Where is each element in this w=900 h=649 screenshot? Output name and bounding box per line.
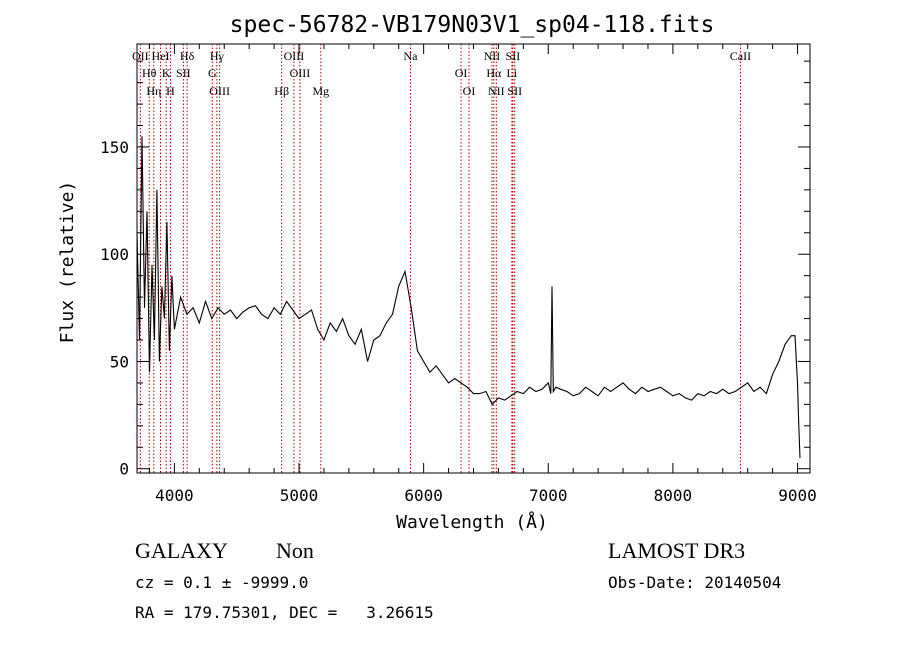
obs-date: Obs-Date: 20140504 bbox=[608, 573, 782, 592]
x-tick-label: 7000 bbox=[529, 486, 568, 505]
line-label: H bbox=[166, 84, 175, 98]
y-tick-label: 100 bbox=[100, 245, 129, 264]
line-label: Hη bbox=[146, 84, 161, 98]
y-tick-label: 0 bbox=[119, 460, 129, 479]
x-tick-label: 9000 bbox=[778, 486, 817, 505]
line-label: Hθ bbox=[142, 66, 157, 80]
line-label: OI bbox=[463, 84, 476, 98]
line-label: OIII bbox=[290, 66, 311, 80]
y-axis: 0 50 100 150 bbox=[100, 60, 810, 479]
line-label: SII bbox=[507, 84, 522, 98]
line-label: SII bbox=[506, 49, 521, 63]
line-label: OII bbox=[132, 49, 149, 63]
y-axis-label: Flux (relative) bbox=[57, 181, 78, 344]
line-label: Hδ bbox=[180, 49, 195, 63]
y-tick-label: 50 bbox=[110, 352, 129, 371]
line-label: OIII bbox=[284, 49, 305, 63]
line-label: Li bbox=[507, 66, 518, 80]
plot-frame bbox=[136, 43, 811, 474]
x-tick-label: 8000 bbox=[654, 486, 693, 505]
spectral-line-labels: OIIHθHηHeIKHHδSIIOIIIHγGHβOIIIOIIIMgNaOI… bbox=[132, 49, 751, 98]
line-label: Na bbox=[403, 49, 418, 63]
line-label: SII bbox=[176, 66, 191, 80]
line-label: G bbox=[208, 66, 217, 80]
line-label: OIII bbox=[209, 84, 230, 98]
line-label: K bbox=[162, 66, 171, 80]
line-label: Hγ bbox=[210, 49, 225, 63]
spectral-line-markers bbox=[139, 44, 741, 473]
line-label: Hβ bbox=[274, 84, 289, 98]
line-label: Hα bbox=[486, 66, 502, 80]
chart-title: spec-56782-VB179N03V1_sp04-118.fits bbox=[230, 12, 715, 38]
line-label: OI bbox=[455, 66, 468, 80]
line-label: NII bbox=[488, 84, 505, 98]
object-subclass: Non bbox=[276, 538, 314, 563]
line-label: HeI bbox=[152, 49, 170, 63]
line-label: Mg bbox=[312, 84, 329, 98]
line-label: NII bbox=[484, 49, 501, 63]
x-axis-label: Wavelength (Å) bbox=[396, 511, 548, 533]
x-tick-label: 4000 bbox=[155, 486, 194, 505]
coordinates: RA = 179.75301, DEC = 3.26615 bbox=[135, 603, 434, 622]
object-class: GALAXY bbox=[135, 538, 228, 563]
y-tick-label: 150 bbox=[100, 138, 129, 157]
x-tick-label: 6000 bbox=[404, 486, 443, 505]
spectrum-line bbox=[136, 136, 801, 459]
line-label: CaII bbox=[730, 49, 751, 63]
survey-name: LAMOST DR3 bbox=[608, 538, 746, 563]
x-axis: 4000 5000 6000 7000 8000 9000 bbox=[148, 44, 817, 505]
redshift-info: cz = 0.1 ± -9999.0 bbox=[135, 573, 309, 592]
x-tick-label: 5000 bbox=[280, 486, 319, 505]
